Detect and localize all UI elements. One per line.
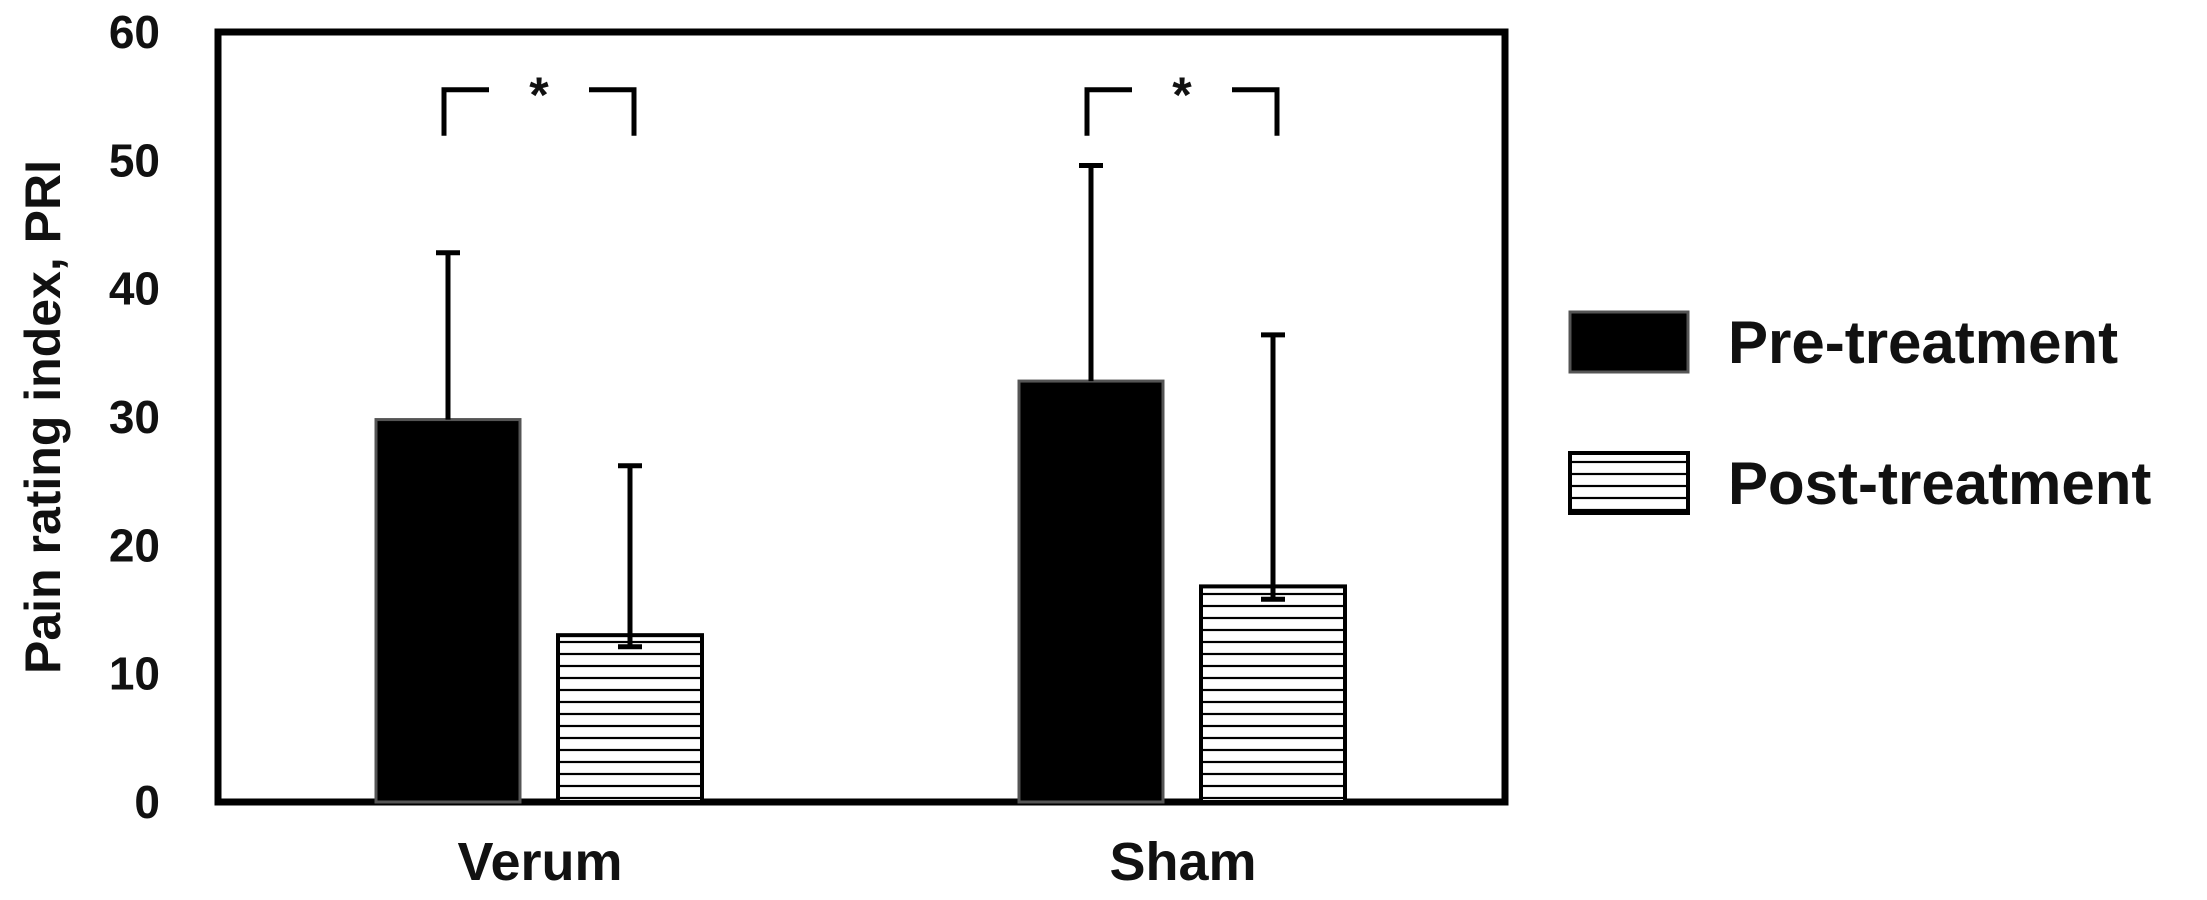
y-axis-title: Pain rating index, PRI [15,160,71,674]
significance-bracket-right [589,87,637,136]
bar-post-verum [556,633,704,805]
y-tick-label: 50 [109,134,160,186]
y-tick-label: 20 [109,519,160,571]
significance-marker: * [529,67,549,123]
bar-pre-verum [374,418,522,804]
legend-label-pre: Pre-treatment [1728,309,2118,376]
y-tick-label: 40 [109,263,160,315]
significance-bracket-left [1084,87,1132,136]
y-tick-label: 10 [109,648,160,700]
legend-swatch-post [1568,451,1690,515]
legend-label-post: Post-treatment [1728,450,2151,517]
y-tick-label: 60 [109,6,160,58]
y-tick-label: 0 [134,776,160,828]
significance-bracket-left [441,87,489,136]
bar-post-sham [1199,584,1347,805]
x-category-label: Verum [457,832,622,892]
significance-marker: * [1172,67,1192,123]
y-tick-label: 30 [109,391,160,443]
x-category-label: Sham [1109,832,1256,892]
plot-frame [214,28,1509,806]
significance-bracket-right [1232,87,1280,136]
bar-pre-sham [1017,379,1165,804]
legend-swatch-pre [1568,310,1690,374]
